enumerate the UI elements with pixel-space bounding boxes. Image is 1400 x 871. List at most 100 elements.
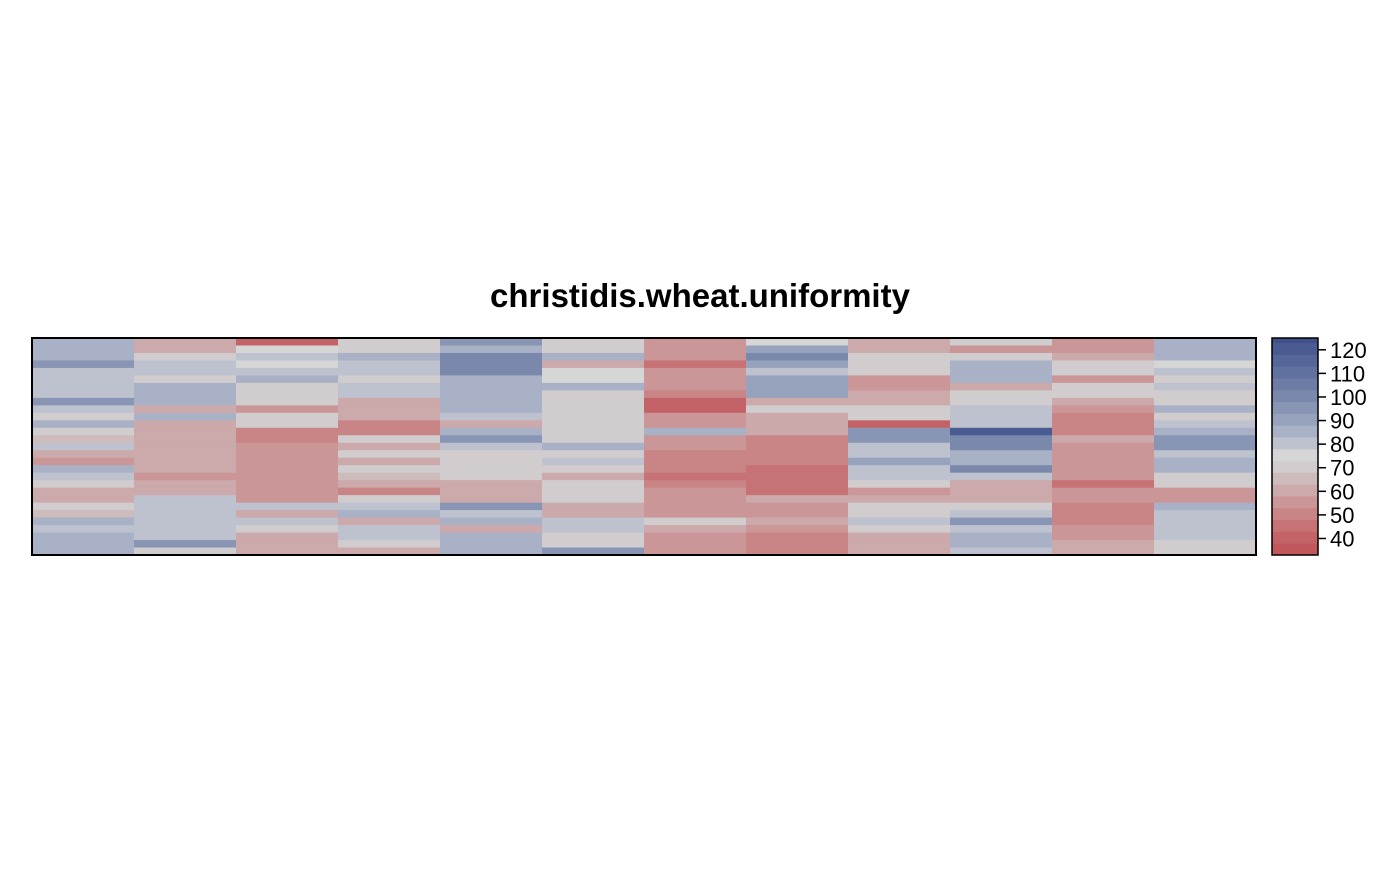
heatmap-cell — [542, 420, 645, 429]
heatmap-cell — [32, 405, 135, 414]
heatmap-cell — [746, 390, 849, 399]
heatmap-cell — [338, 412, 441, 421]
heatmap-cell — [644, 525, 747, 534]
heatmap-cell — [542, 517, 645, 526]
heatmap-cell — [848, 510, 951, 519]
heatmap-cell — [542, 435, 645, 444]
heatmap-cell — [950, 547, 1053, 556]
heatmap-cell — [746, 382, 849, 391]
heatmap-cell — [848, 435, 951, 444]
heatmap-cell — [1154, 510, 1257, 519]
heatmap-cell — [236, 352, 339, 362]
heatmap-cell — [644, 450, 747, 459]
heatmap-cell — [848, 397, 951, 406]
heatmap-cell — [440, 360, 543, 369]
legend-tick-label: 120 — [1330, 338, 1367, 363]
heatmap-cell — [746, 420, 849, 429]
heatmap-cell — [440, 487, 543, 496]
heatmap-cell — [338, 465, 441, 474]
heatmap-cell — [32, 472, 135, 481]
legend-swatch — [1272, 460, 1318, 473]
heatmap-cell — [440, 345, 543, 354]
heatmap-cell — [848, 352, 951, 362]
heatmap-cell — [1052, 442, 1155, 451]
heatmap-cell — [338, 450, 441, 459]
heatmap-cell — [950, 360, 1053, 369]
heatmap-cell — [1154, 352, 1257, 362]
heatmap-cell — [338, 442, 441, 451]
heatmap-cell — [338, 397, 441, 406]
heatmap-cell — [644, 427, 747, 436]
heatmap-cell — [1052, 367, 1155, 377]
heatmap-cell — [134, 502, 237, 511]
heatmap-cell — [1052, 360, 1155, 369]
heatmap-cell — [1052, 352, 1155, 362]
heatmap-cell — [440, 382, 543, 391]
heatmap-cell — [440, 427, 543, 436]
heatmap-cell — [32, 487, 135, 496]
heatmap-cell — [440, 540, 543, 549]
heatmap-cell — [950, 495, 1053, 504]
heatmap-cell — [1052, 540, 1155, 549]
heatmap-cell — [440, 472, 543, 481]
heatmap-cell — [746, 510, 849, 519]
heatmap-cell — [746, 412, 849, 421]
heatmap-cell — [644, 532, 747, 541]
heatmap-cell — [644, 420, 747, 429]
heatmap-cell — [236, 338, 339, 347]
heatmap-cell — [542, 442, 645, 451]
heatmap-cell — [950, 338, 1053, 347]
heatmap-cell — [848, 532, 951, 541]
heatmap-cell — [338, 547, 441, 556]
heatmap-cell — [848, 502, 951, 511]
heatmap-cell — [440, 510, 543, 519]
heatmap-cell — [542, 352, 645, 362]
heatmap-cell — [1052, 457, 1155, 466]
heatmap-cell — [950, 525, 1053, 534]
heatmap-cell — [338, 375, 441, 384]
heatmap-cell — [746, 442, 849, 451]
heatmap-cell — [848, 382, 951, 391]
heatmap-cell — [134, 457, 237, 466]
heatmap-cell — [950, 367, 1053, 377]
heatmap-cell — [542, 502, 645, 511]
heatmap-cell — [1154, 547, 1257, 556]
heatmap-cell — [1154, 382, 1257, 391]
heatmap-cell — [746, 547, 849, 556]
heatmap-cell — [338, 352, 441, 362]
heatmap-cell — [32, 427, 135, 436]
heatmap-cell — [1052, 397, 1155, 406]
heatmap-cell — [32, 360, 135, 369]
heatmap-cell — [644, 382, 747, 391]
heatmap-cell — [32, 547, 135, 556]
heatmap-cell — [134, 352, 237, 362]
chart-title: christidis.wheat.uniformity — [490, 277, 911, 314]
heatmap-cell — [644, 412, 747, 421]
legend-swatch — [1272, 437, 1318, 450]
heatmap-cell — [440, 457, 543, 466]
heatmap-cell — [950, 487, 1053, 496]
heatmap-cell — [950, 375, 1053, 384]
heatmap-cell — [950, 345, 1053, 354]
heatmap-cell — [32, 412, 135, 421]
heatmap-cell — [746, 472, 849, 481]
heatmap-cell — [236, 450, 339, 459]
heatmap-cell — [542, 397, 645, 406]
heatmap-cell — [542, 450, 645, 459]
heatmap-cell — [848, 427, 951, 436]
heatmap-cell — [440, 517, 543, 526]
legend-tick-label: 70 — [1330, 456, 1354, 481]
legend-tick-label: 110 — [1330, 361, 1365, 386]
heatmap-cell — [236, 480, 339, 489]
heatmap-cell — [134, 367, 237, 377]
heatmap-cell — [134, 375, 237, 384]
heatmap-cell — [542, 412, 645, 421]
heatmap-cell — [236, 487, 339, 496]
legend-swatch — [1272, 496, 1318, 509]
heatmap-cell — [950, 352, 1053, 362]
heatmap-cell — [440, 352, 543, 362]
heatmap-cell — [32, 375, 135, 384]
heatmap-cell — [644, 397, 747, 406]
heatmap-cell — [746, 345, 849, 354]
heatmap-cell — [542, 367, 645, 377]
